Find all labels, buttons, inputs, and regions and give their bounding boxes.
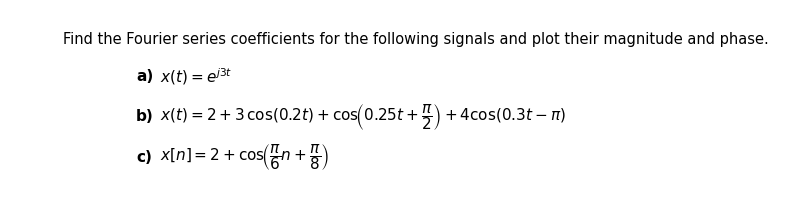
Text: $x(t) = e^{j3t}$: $x(t) = e^{j3t}$ (160, 66, 232, 87)
Text: Find the Fourier series coefficients for the following signals and plot their ma: Find the Fourier series coefficients for… (63, 32, 768, 47)
Text: b): b) (136, 109, 153, 124)
Text: $x[n] = 2 + \mathrm{cos}\!\left(\dfrac{\pi}{6}n + \dfrac{\pi}{8}\right)$: $x[n] = 2 + \mathrm{cos}\!\left(\dfrac{\… (160, 142, 329, 171)
Text: c): c) (136, 149, 152, 164)
Text: $x(t) = 2 + 3\,\mathrm{cos}(0.2t) + \mathrm{cos}\!\left(0.25t + \dfrac{\pi}{2}\r: $x(t) = 2 + 3\,\mathrm{cos}(0.2t) + \mat… (160, 101, 565, 131)
Text: a): a) (136, 69, 153, 84)
